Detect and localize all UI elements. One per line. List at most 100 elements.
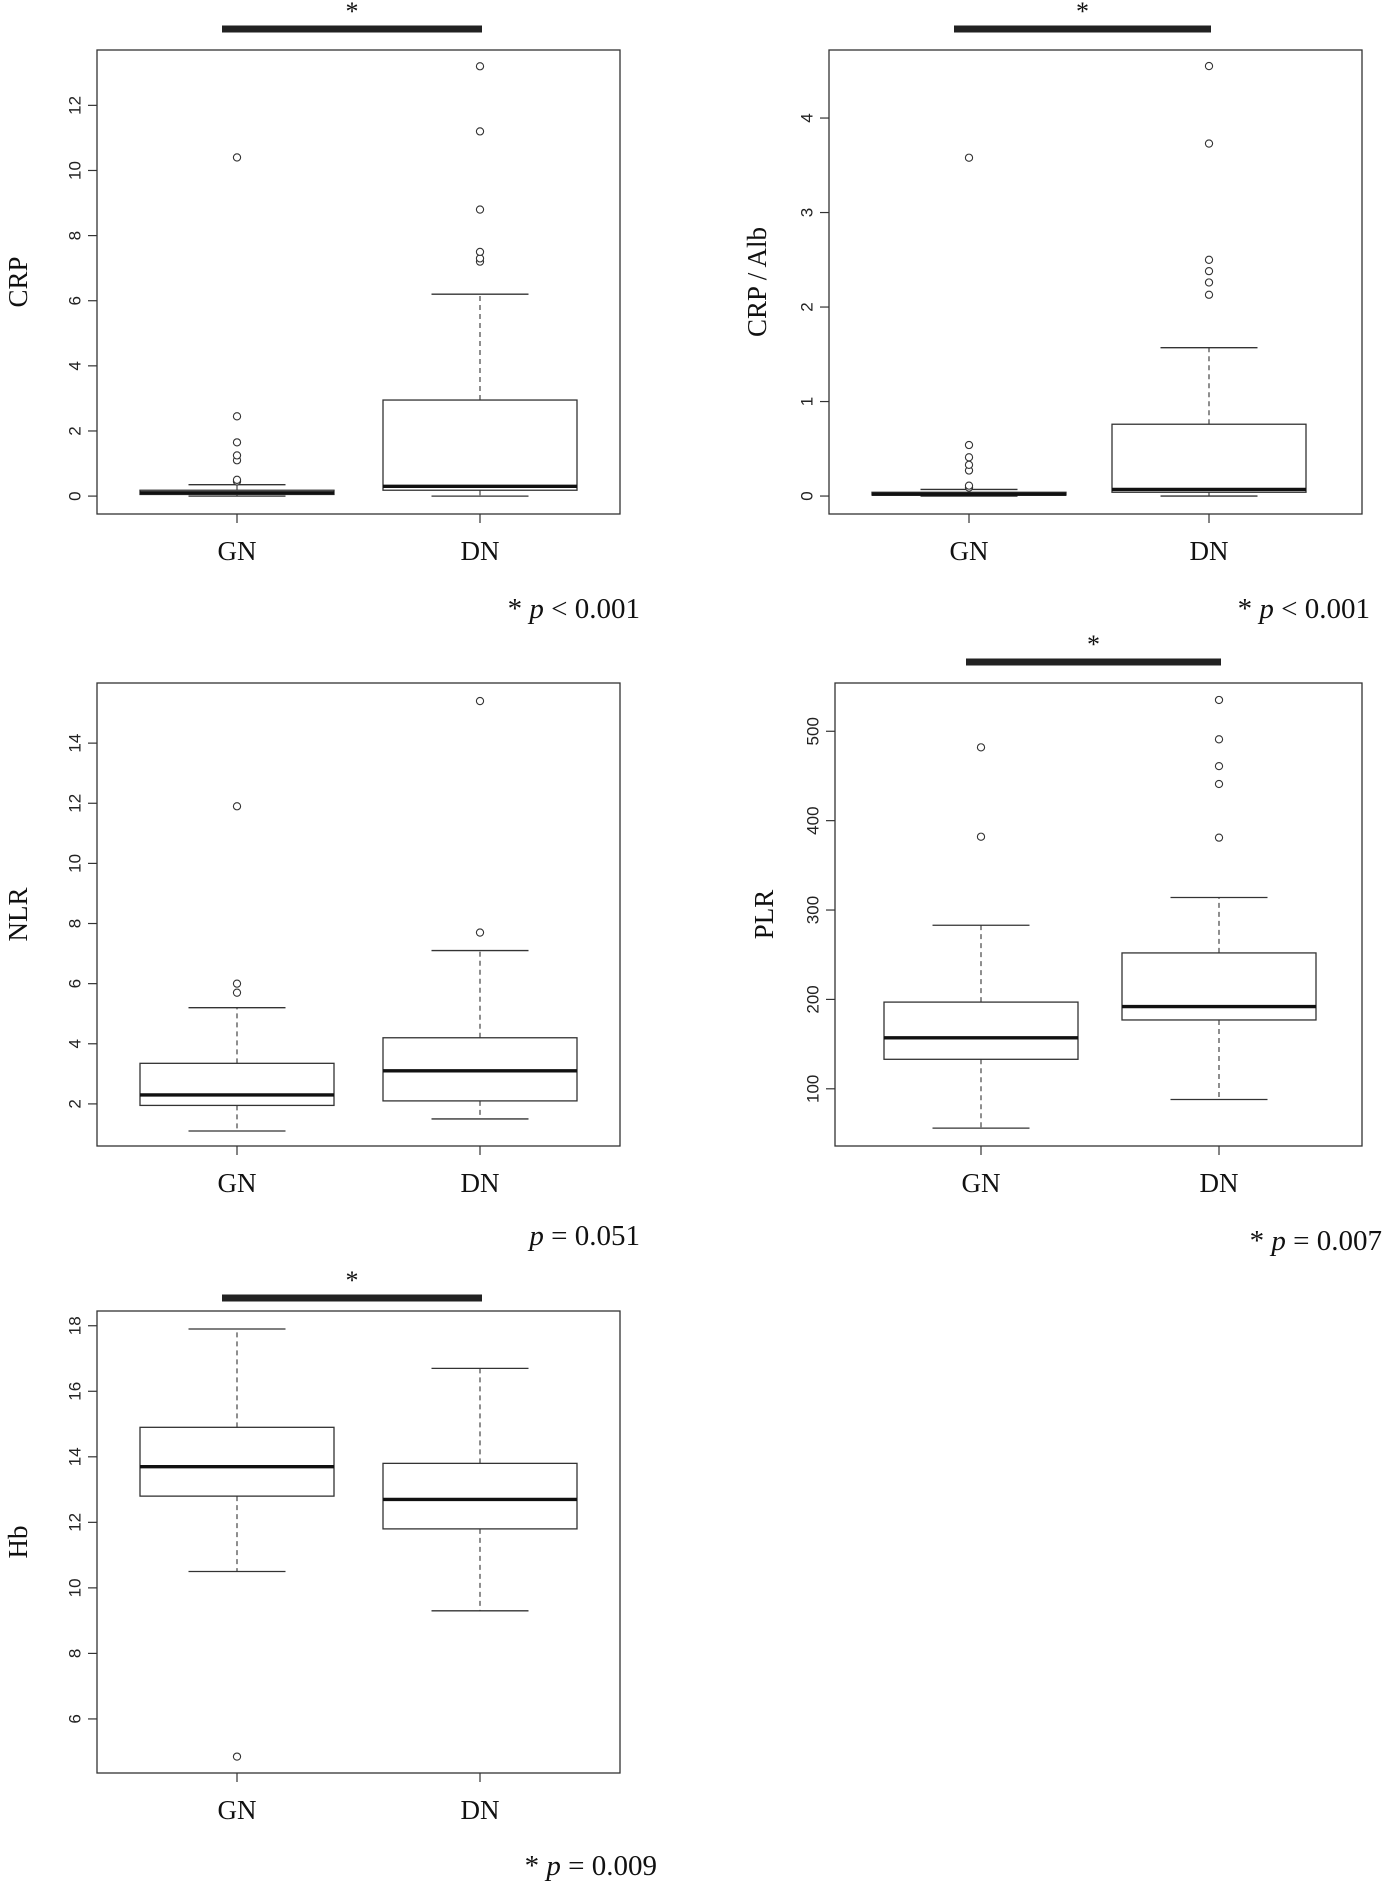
outlier-point: [1214, 761, 1224, 771]
y-tick-label: 12: [66, 1513, 85, 1532]
outlier-point: [232, 153, 242, 162]
x-tick-label-gn: GN: [962, 1168, 1001, 1198]
y-tick-label: 4: [66, 361, 85, 370]
plot-frame: [828, 49, 1363, 515]
outlier-point: [964, 481, 974, 490]
iqr-box: [139, 1426, 335, 1497]
box-gn: [139, 153, 335, 497]
outlier-point: [964, 453, 974, 462]
box-gn: [883, 743, 1079, 1129]
y-tick-label: 2: [798, 302, 817, 311]
outlier-point: [475, 127, 485, 136]
y-tick-label: 4: [798, 113, 817, 122]
outlier-point: [1214, 695, 1224, 705]
box-dn: [382, 62, 578, 497]
y-tick-label: 6: [66, 979, 85, 988]
y-tick-label: 300: [804, 896, 823, 924]
y-tick-label: 14: [66, 734, 85, 753]
x-tick-label-dn: DN: [1190, 536, 1229, 566]
y-tick-label: 8: [66, 919, 85, 928]
y-tick-label: 0: [66, 491, 85, 500]
y-tick-label: 16: [66, 1382, 85, 1401]
x-tick-label-dn: DN: [461, 1795, 500, 1825]
y-axis-label: NLR: [3, 888, 33, 942]
box-dn: [1111, 61, 1307, 497]
p-value-text: * p = 0.009: [525, 1850, 657, 1882]
outlier-point: [232, 802, 242, 811]
y-axis-label: CRP / Alb: [742, 227, 772, 337]
significance-star: *: [1087, 630, 1100, 659]
outlier-point: [1214, 735, 1224, 744]
y-tick-label: 6: [66, 296, 85, 305]
iqr-box: [382, 1462, 578, 1530]
y-tick-label: 2: [66, 1099, 85, 1108]
outlier-point: [232, 412, 242, 421]
y-axis-label: Hb: [3, 1526, 33, 1559]
x-tick-label-dn: DN: [1200, 1168, 1239, 1198]
box-dn: [382, 696, 578, 1120]
box-dn: [1121, 695, 1317, 1101]
y-tick-label: 500: [804, 717, 823, 745]
p-value-text: * p < 0.001: [508, 593, 640, 625]
y-tick-label: 8: [66, 231, 85, 240]
y-axis-label: CRP: [3, 256, 33, 307]
significance-star: *: [346, 0, 359, 26]
plot-frame: [834, 682, 1363, 1147]
x-tick-label-gn: GN: [950, 536, 989, 566]
iqr-box: [883, 1001, 1079, 1060]
x-tick-label-gn: GN: [218, 536, 257, 566]
significance-star: *: [346, 1266, 359, 1295]
plot-frame: [96, 682, 621, 1147]
outlier-point: [1204, 255, 1214, 264]
y-axis-label: PLR: [749, 890, 779, 940]
outlier-point: [964, 153, 974, 162]
outlier-point: [1204, 278, 1214, 287]
y-tick-label: 0: [798, 491, 817, 500]
y-tick-label: 10: [66, 854, 85, 873]
outlier-point: [964, 460, 974, 470]
outlier-point: [232, 475, 242, 484]
y-tick-label: 1: [798, 397, 817, 406]
y-tick-label: 4: [66, 1039, 85, 1048]
plot-frame: [96, 1310, 621, 1774]
outlier-point: [475, 696, 485, 706]
y-tick-label: 6: [66, 1714, 85, 1723]
outlier-point: [1214, 779, 1224, 789]
y-tick-label: 3: [798, 208, 817, 217]
x-tick-label-dn: DN: [461, 536, 500, 566]
outlier-point: [976, 743, 986, 752]
outlier-point: [976, 832, 986, 841]
y-tick-label: 2: [66, 426, 85, 435]
outlier-point: [1204, 61, 1214, 71]
outlier-point: [232, 988, 242, 997]
box-gn: [139, 802, 335, 1132]
y-tick-label: 400: [804, 806, 823, 834]
box-gn: [139, 1328, 335, 1761]
y-tick-label: 200: [804, 985, 823, 1013]
panel-3: 2 4 6 8 10 12 14 NLR GN DN p = 0.051: [3, 682, 640, 1252]
iqr-box: [382, 399, 578, 491]
outlier-point: [232, 979, 242, 988]
y-tick-label: 100: [804, 1075, 823, 1103]
y-tick-label: 18: [66, 1316, 85, 1335]
y-tick-label: 12: [66, 96, 85, 115]
outlier-point: [475, 62, 485, 71]
panel-2: 0 1 2 3 4 CRP / Alb GN DN * * p < 0.001: [742, 0, 1370, 625]
x-tick-label-gn: GN: [218, 1795, 257, 1825]
panel-1: 0 2 4 6 8 10 12 CRP GN DN * * p < 0.001: [3, 0, 640, 625]
outlier-point: [232, 1752, 242, 1761]
plot-frame: [96, 49, 621, 515]
outlier-point: [232, 451, 242, 460]
outlier-point: [232, 438, 242, 447]
x-tick-label-dn: DN: [461, 1168, 500, 1198]
y-tick-label: 12: [66, 794, 85, 813]
p-value-text: * p = 0.007: [1250, 1225, 1382, 1257]
significance-star: *: [1076, 0, 1089, 26]
panel-5: 6 8 10 12 14 16 18 Hb GN DN * * p = 0.009: [3, 1266, 657, 1882]
y-tick-label: 14: [66, 1447, 85, 1466]
panel-4: 100 200 300 400 500 PLR GN DN * * p = 0.007: [749, 630, 1382, 1257]
box-gn: [871, 153, 1067, 497]
y-tick-label: 10: [66, 161, 85, 180]
y-tick-label: 8: [66, 1649, 85, 1658]
